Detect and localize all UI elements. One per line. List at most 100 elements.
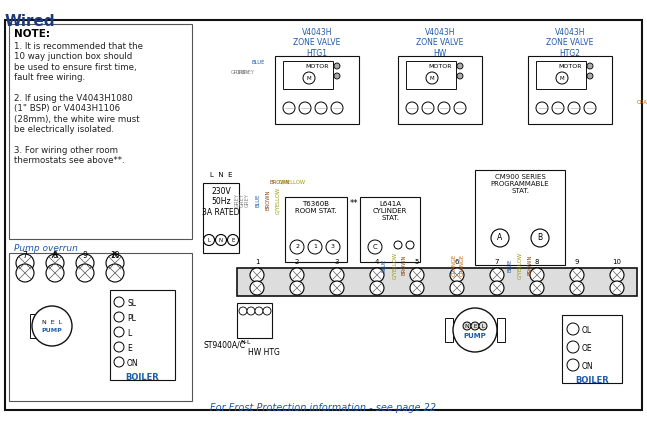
Circle shape	[290, 281, 304, 295]
Circle shape	[406, 102, 418, 114]
Circle shape	[530, 268, 544, 282]
Circle shape	[410, 281, 424, 295]
Text: 1: 1	[313, 244, 317, 249]
Text: 9: 9	[83, 251, 87, 260]
Circle shape	[567, 341, 579, 353]
Text: 4: 4	[375, 259, 379, 265]
Text: GREY: GREY	[231, 70, 245, 75]
Text: GREY: GREY	[245, 193, 250, 207]
Circle shape	[567, 359, 579, 371]
Circle shape	[457, 63, 463, 69]
Circle shape	[570, 268, 584, 282]
Circle shape	[394, 241, 402, 249]
Circle shape	[32, 306, 72, 346]
Circle shape	[587, 63, 593, 69]
Circle shape	[531, 229, 549, 247]
Circle shape	[490, 268, 504, 282]
Circle shape	[263, 307, 271, 315]
Text: G/YELLOW: G/YELLOW	[392, 252, 397, 279]
Circle shape	[570, 281, 584, 295]
Text: 9: 9	[575, 259, 579, 265]
Circle shape	[587, 73, 593, 79]
Text: L641A
CYLINDER
STAT.: L641A CYLINDER STAT.	[373, 201, 407, 221]
Bar	[275, 56, 359, 124]
Text: 8: 8	[52, 251, 58, 260]
Bar	[30, 314, 38, 338]
Circle shape	[114, 327, 124, 337]
Bar	[536, 61, 586, 89]
Circle shape	[471, 322, 479, 330]
Text: SL: SL	[127, 299, 136, 308]
Circle shape	[610, 268, 624, 282]
Circle shape	[255, 307, 263, 315]
Circle shape	[290, 240, 304, 254]
Text: OE: OE	[582, 344, 593, 353]
Circle shape	[479, 322, 487, 330]
Circle shape	[422, 102, 434, 114]
Text: A: A	[498, 233, 503, 243]
Text: Wired: Wired	[5, 14, 56, 29]
Bar	[9, 253, 192, 401]
Text: GREY: GREY	[241, 70, 255, 75]
Text: MOTOR: MOTOR	[305, 64, 329, 69]
Circle shape	[490, 281, 504, 295]
Text: 8: 8	[535, 259, 539, 265]
Circle shape	[215, 235, 226, 246]
Circle shape	[334, 73, 340, 79]
Bar	[406, 61, 456, 89]
Text: PL: PL	[127, 314, 136, 323]
Circle shape	[204, 235, 215, 246]
Circle shape	[76, 264, 94, 282]
Text: 2: 2	[295, 259, 299, 265]
Text: GREY: GREY	[235, 193, 240, 207]
Circle shape	[552, 102, 564, 114]
Text: G/YELLOW: G/YELLOW	[275, 187, 280, 214]
Text: ORANGE: ORANGE	[460, 254, 465, 276]
Text: ST9400A/C: ST9400A/C	[203, 340, 245, 349]
Text: N  E  L: N E L	[42, 319, 62, 325]
Circle shape	[250, 281, 264, 295]
Circle shape	[315, 102, 327, 114]
Text: M: M	[560, 76, 564, 81]
Circle shape	[46, 254, 64, 272]
Text: BLUE: BLUE	[255, 193, 260, 207]
Text: G/YELLOW: G/YELLOW	[517, 252, 522, 279]
Text: BROWN: BROWN	[527, 255, 532, 275]
Bar	[445, 318, 453, 342]
Text: 6: 6	[455, 259, 459, 265]
Circle shape	[453, 308, 497, 352]
Text: PUMP: PUMP	[41, 328, 62, 333]
Circle shape	[106, 254, 124, 272]
Text: ON: ON	[127, 359, 138, 368]
Circle shape	[114, 357, 124, 367]
Circle shape	[283, 102, 295, 114]
Circle shape	[450, 281, 464, 295]
Circle shape	[250, 268, 264, 282]
Bar	[475, 170, 565, 265]
Circle shape	[568, 102, 580, 114]
Circle shape	[536, 102, 548, 114]
Text: For Frost Protection information - see page 22: For Frost Protection information - see p…	[210, 403, 436, 413]
Text: BROWN: BROWN	[402, 255, 407, 275]
Text: CM900 SERIES
PROGRAMMABLE
STAT.: CM900 SERIES PROGRAMMABLE STAT.	[490, 174, 549, 194]
Circle shape	[76, 254, 94, 272]
Circle shape	[114, 342, 124, 352]
Circle shape	[556, 72, 568, 84]
Text: MOTOR: MOTOR	[558, 64, 582, 69]
Circle shape	[450, 268, 464, 282]
Circle shape	[114, 312, 124, 322]
Text: 10: 10	[110, 251, 120, 260]
Circle shape	[454, 102, 466, 114]
Circle shape	[567, 323, 579, 335]
Text: BROWN: BROWN	[269, 180, 289, 185]
Circle shape	[114, 297, 124, 307]
Bar	[9, 24, 192, 239]
Circle shape	[438, 102, 450, 114]
Text: 7: 7	[23, 251, 27, 260]
Text: V4043H
ZONE VALVE
HTG1: V4043H ZONE VALVE HTG1	[293, 28, 341, 58]
Text: L: L	[208, 238, 210, 243]
Text: 2: 2	[295, 244, 299, 249]
Text: 230V
50Hz
3A RATED: 230V 50Hz 3A RATED	[203, 187, 240, 217]
Circle shape	[530, 281, 544, 295]
Circle shape	[426, 72, 438, 84]
